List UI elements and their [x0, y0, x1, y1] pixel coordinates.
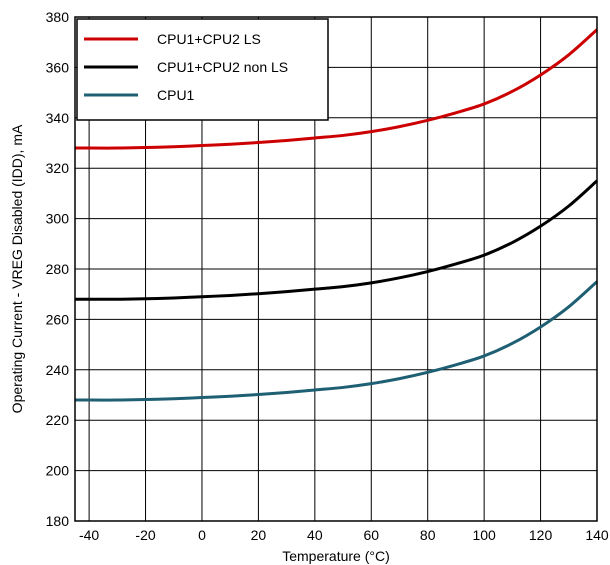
legend: CPU1+CPU2 LS CPU1+CPU2 non LS CPU1: [76, 18, 329, 121]
y-tick-label-0: 180: [46, 513, 70, 529]
series-line-1: [74, 179, 598, 301]
y-tick-label-9: 360: [46, 59, 70, 75]
y-tick-label-8: 340: [46, 110, 70, 126]
x-tick-label-5: 60: [363, 527, 379, 543]
x-axis-label: Temperature (°C): [282, 548, 390, 564]
x-tick-label-2: 0: [198, 527, 206, 543]
y-tick-label-5: 280: [46, 261, 70, 277]
series-lines: [74, 28, 598, 402]
x-tick-label-3: 20: [251, 527, 267, 543]
x-tick-label-6: 80: [420, 527, 436, 543]
legend-label-0: CPU1+CPU2 LS: [157, 31, 261, 47]
legend-label-2: CPU1: [157, 87, 195, 103]
series-line-0: [75, 28, 598, 150]
x-tick-label-7: 100: [472, 527, 496, 543]
y-tick-label-6: 300: [46, 211, 70, 227]
y-tick-label-1: 200: [46, 463, 70, 479]
x-tick-label-1: -20: [135, 527, 155, 543]
series-line-2: [75, 280, 598, 402]
y-tick-label-7: 320: [46, 160, 70, 176]
legend-label-1: CPU1+CPU2 non LS: [157, 59, 288, 75]
plot-frame: [74, 16, 598, 522]
legend-box: [76, 18, 329, 121]
y-axis-label: Operating Current - VREG Disabled (IDD),…: [9, 124, 25, 413]
x-tick-label-8: 120: [529, 527, 553, 543]
x-tick-label-4: 40: [307, 527, 323, 543]
y-tick-label-3: 240: [46, 362, 70, 378]
tick-labels: -40 -20 0 20 40 60 80 100 120 140 180 200 220 240 260 2…: [46, 9, 609, 543]
y-tick-label-2: 220: [46, 412, 70, 428]
y-tick-label-4: 260: [46, 311, 70, 327]
x-tick-label-0: -40: [79, 527, 99, 543]
x-tick-label-9: 140: [585, 527, 609, 543]
y-tick-label-10: 380: [46, 9, 70, 25]
